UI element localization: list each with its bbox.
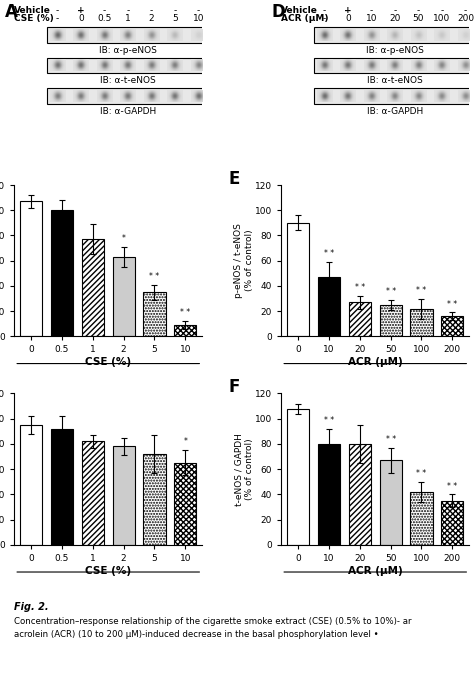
Text: A: A [5, 3, 18, 21]
Text: 1: 1 [125, 14, 131, 23]
Bar [410, 492, 433, 545]
Text: * *: * * [447, 300, 457, 309]
Text: * *: * * [324, 249, 334, 258]
Text: 5: 5 [172, 14, 178, 23]
Bar [82, 239, 104, 336]
Text: 2: 2 [149, 14, 155, 23]
Text: F: F [228, 378, 240, 396]
Bar [51, 429, 73, 545]
Text: 20: 20 [389, 14, 401, 23]
Text: *: * [122, 234, 126, 243]
Text: * *: * * [385, 435, 396, 444]
X-axis label: ACR (μM): ACR (μM) [348, 566, 402, 576]
Text: 50: 50 [413, 14, 424, 23]
Text: ACR (μM): ACR (μM) [281, 14, 329, 23]
Text: * *: * * [324, 416, 334, 425]
Text: * *: * * [417, 285, 427, 295]
Text: -: - [56, 14, 59, 23]
Text: -: - [393, 6, 397, 15]
Text: -: - [150, 6, 153, 15]
Text: IB: α-t-eNOS: IB: α-t-eNOS [100, 76, 156, 85]
Bar [349, 303, 371, 336]
Text: * *: * * [355, 283, 365, 292]
Text: -: - [56, 6, 59, 15]
Text: 0: 0 [345, 14, 351, 23]
Bar [349, 444, 371, 545]
Text: IB: α-p-eNOS: IB: α-p-eNOS [99, 46, 157, 55]
Bar [287, 223, 309, 336]
Text: CSE (%): CSE (%) [14, 14, 54, 23]
X-axis label: ACR (μM): ACR (μM) [348, 357, 402, 367]
Text: IB: α-t-eNOS: IB: α-t-eNOS [367, 76, 423, 85]
Bar [143, 454, 165, 545]
Y-axis label: t-eNOS / GAPDH
(% of control): t-eNOS / GAPDH (% of control) [234, 432, 254, 505]
Bar [410, 309, 433, 336]
Text: -: - [440, 6, 444, 15]
Bar [112, 257, 135, 336]
Text: -: - [127, 6, 129, 15]
Text: +: + [77, 6, 85, 15]
Text: 0.5: 0.5 [97, 14, 112, 23]
Bar [174, 463, 196, 545]
Text: E: E [228, 170, 240, 188]
Text: -: - [197, 6, 200, 15]
Text: D: D [272, 3, 285, 21]
Bar [318, 444, 340, 545]
Text: Vehicle: Vehicle [281, 6, 318, 15]
Text: -: - [103, 6, 106, 15]
Text: IB: α-GAPDH: IB: α-GAPDH [367, 107, 423, 115]
Bar [82, 441, 104, 545]
Text: * *: * * [447, 482, 457, 490]
Bar [287, 408, 309, 545]
Bar [47, 88, 209, 104]
Text: * *: * * [180, 309, 191, 318]
Text: 10: 10 [366, 14, 377, 23]
Bar [441, 501, 464, 545]
Bar [174, 325, 196, 336]
Bar [318, 277, 340, 336]
Bar [314, 27, 474, 43]
X-axis label: CSE (%): CSE (%) [85, 357, 131, 367]
Text: -: - [370, 6, 373, 15]
Text: * *: * * [385, 287, 396, 296]
Text: Fig. 2.: Fig. 2. [14, 602, 49, 612]
Text: 10: 10 [193, 14, 204, 23]
Bar [47, 57, 209, 73]
Text: -: - [173, 6, 177, 15]
Bar [441, 316, 464, 336]
Bar [20, 201, 42, 336]
Bar [112, 447, 135, 545]
Text: -: - [323, 14, 326, 23]
Bar [20, 425, 42, 545]
Text: 200: 200 [457, 14, 474, 23]
Text: IB: α-GAPDH: IB: α-GAPDH [100, 107, 156, 115]
X-axis label: CSE (%): CSE (%) [85, 566, 131, 576]
Text: acrolein (ACR) (10 to 200 μM)-induced decrease in the basal phosphorylation leve: acrolein (ACR) (10 to 200 μM)-induced de… [14, 630, 379, 639]
Bar [47, 27, 209, 43]
Text: *: * [183, 437, 187, 447]
Bar [380, 460, 402, 545]
Text: * *: * * [149, 272, 160, 281]
Text: Vehicle: Vehicle [14, 6, 51, 15]
Text: 100: 100 [433, 14, 451, 23]
Bar [314, 88, 474, 104]
Text: -: - [417, 6, 420, 15]
Text: * *: * * [417, 469, 427, 478]
Y-axis label: p-eNOS / t-eNOS
(% of control): p-eNOS / t-eNOS (% of control) [234, 223, 254, 298]
Bar [314, 57, 474, 73]
Text: IB: α-p-eNOS: IB: α-p-eNOS [366, 46, 424, 55]
Text: Concentration–response relationship of the cigarette smoke extract (CSE) (0.5% t: Concentration–response relationship of t… [14, 617, 412, 626]
Bar [143, 292, 165, 336]
Text: -: - [464, 6, 467, 15]
Text: -: - [323, 6, 326, 15]
Text: 0: 0 [78, 14, 84, 23]
Bar [51, 210, 73, 336]
Bar [380, 305, 402, 336]
Text: +: + [344, 6, 352, 15]
